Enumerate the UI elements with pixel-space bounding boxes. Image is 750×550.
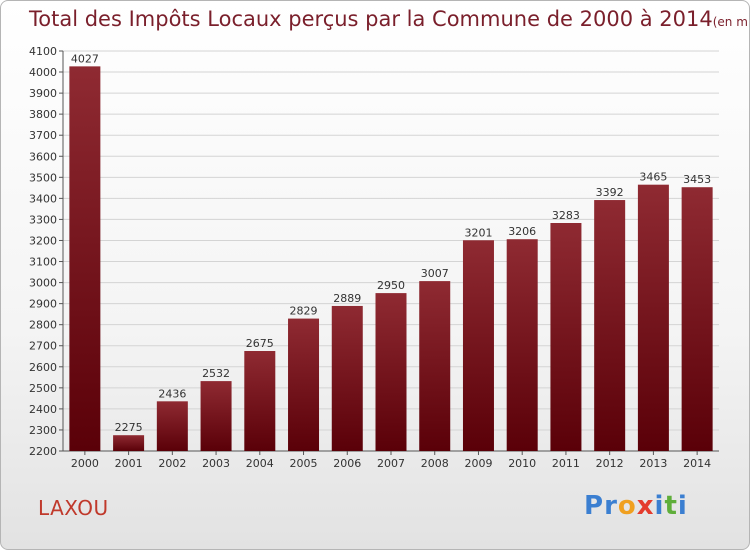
x-tick-label: 2003 <box>202 457 230 470</box>
y-tick-label: 4100 <box>29 45 57 58</box>
y-tick-label: 2700 <box>29 340 57 353</box>
logo-letter: x <box>636 491 655 521</box>
x-tick-label: 2004 <box>246 457 274 470</box>
bar-2005 <box>288 318 320 451</box>
x-tick-label: 2011 <box>552 457 580 470</box>
y-tick-label: 2600 <box>29 361 57 374</box>
bar-2013 <box>637 184 669 451</box>
bar-2002 <box>156 401 188 451</box>
data-label-2006: 2889 <box>333 292 361 305</box>
y-tick-label: 2200 <box>29 445 57 458</box>
chart-title: Total des Impôts Locaux perçus par la Co… <box>29 7 750 31</box>
proxiti-logo: Proxiti <box>584 491 688 521</box>
data-label-2007: 2950 <box>377 279 405 292</box>
x-tick-label: 2001 <box>115 457 143 470</box>
y-tick-label: 3400 <box>29 192 57 205</box>
data-label-2009: 3201 <box>464 226 492 239</box>
logo-letter: o <box>617 491 637 521</box>
y-tick-label: 2800 <box>29 319 57 332</box>
y-tick-label: 3700 <box>29 129 57 142</box>
x-tick-label: 2012 <box>596 457 624 470</box>
data-label-2000: 4027 <box>71 52 99 65</box>
x-tick-label: 2008 <box>421 457 449 470</box>
y-tick-label: 3800 <box>29 108 57 121</box>
x-tick-label: 2007 <box>377 457 405 470</box>
bar-2003 <box>200 381 232 451</box>
bar-2007 <box>375 293 407 451</box>
x-tick-label: 2002 <box>158 457 186 470</box>
y-tick-label: 2900 <box>29 298 57 311</box>
y-tick-label: 2400 <box>29 403 57 416</box>
data-label-2001: 2275 <box>115 421 143 434</box>
y-tick-label: 4000 <box>29 66 57 79</box>
chart-unit-note: (en milliers d'€) <box>712 15 750 29</box>
data-labels: 4027 2275 2436 2532 2675 2829 2889 2950 3007 3201… <box>71 52 711 434</box>
bar-2014 <box>681 187 713 452</box>
data-label-2013: 3465 <box>639 171 667 184</box>
x-tick-label: 2006 <box>333 457 361 470</box>
y-tick-label: 3900 <box>29 87 57 100</box>
x-axis: 2000 2001 2002 2003 2004 2005 2006 2007 2008 2009… <box>71 451 711 470</box>
data-label-2005: 2829 <box>290 305 318 318</box>
data-label-2008: 3007 <box>421 267 449 280</box>
commune-name: LAXOU <box>38 496 109 520</box>
x-tick-label: 2013 <box>639 457 667 470</box>
chart-title-text: Total des Impôts Locaux perçus par la Co… <box>29 7 713 31</box>
bar-2006 <box>331 305 363 451</box>
y-tick-label: 3200 <box>29 234 57 247</box>
data-label-2003: 2532 <box>202 367 230 380</box>
data-label-2014: 3453 <box>683 173 711 186</box>
x-tick-label: 2009 <box>464 457 492 470</box>
logo-letter: r <box>604 491 618 521</box>
x-tick-label: 2000 <box>71 457 99 470</box>
y-tick-label: 3100 <box>29 256 57 269</box>
data-label-2011: 3283 <box>552 209 580 222</box>
data-label-2010: 3206 <box>508 225 536 238</box>
y-tick-label: 3600 <box>29 150 57 163</box>
bar-2004 <box>244 351 276 451</box>
bar-2008 <box>419 281 451 451</box>
bar-2011 <box>550 223 582 451</box>
logo-letter: i <box>677 491 688 521</box>
bar-2012 <box>594 200 626 451</box>
bars <box>69 66 713 452</box>
logo-letter: i <box>654 491 665 521</box>
y-tick-label: 3500 <box>29 171 57 184</box>
x-tick-label: 2014 <box>683 457 711 470</box>
bar-2000 <box>69 66 101 452</box>
bar-2001 <box>113 435 145 451</box>
y-tick-label: 2300 <box>29 424 57 437</box>
logo-letter: P <box>584 491 605 521</box>
data-label-2012: 3392 <box>596 186 624 199</box>
bar-2009 <box>462 240 494 451</box>
logo-letter: t <box>664 491 678 521</box>
bar-2010 <box>506 239 538 451</box>
x-tick-label: 2005 <box>290 457 318 470</box>
data-label-2004: 2675 <box>246 337 274 350</box>
y-tick-label: 3000 <box>29 277 57 290</box>
x-tick-label: 2010 <box>508 457 536 470</box>
y-tick-label: 2500 <box>29 382 57 395</box>
y-tick-label: 3300 <box>29 213 57 226</box>
data-label-2002: 2436 <box>158 387 186 400</box>
